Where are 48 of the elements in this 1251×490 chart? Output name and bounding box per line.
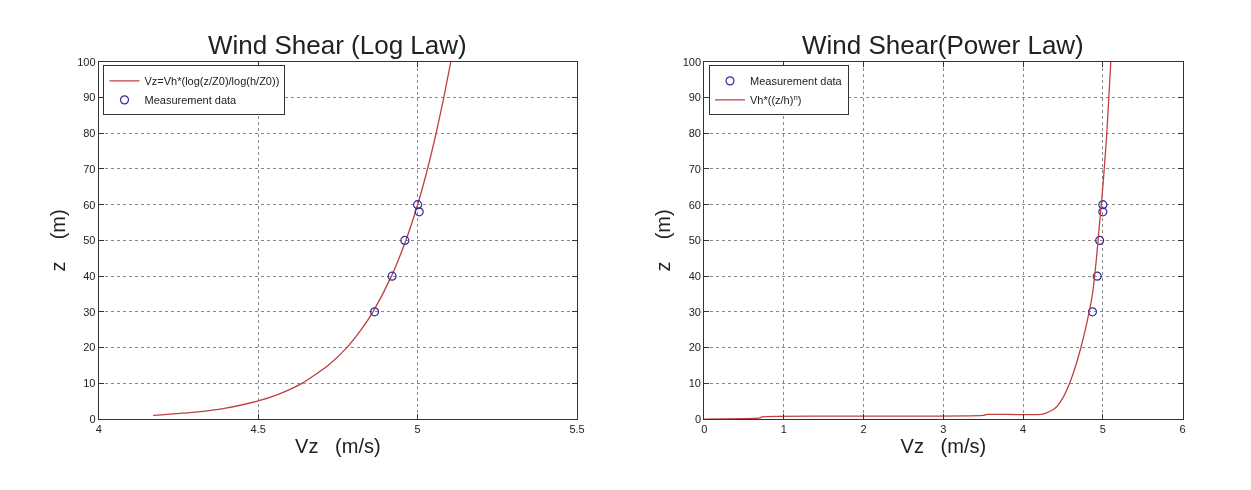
x-tick-label: 3: [940, 423, 947, 436]
point: [387, 271, 397, 281]
x-axis-title: Vz (m/s): [295, 434, 381, 457]
x-tick-label: 4: [95, 423, 102, 436]
y-tick-label: 40: [83, 269, 96, 282]
x-tick-label: 6: [1179, 423, 1186, 436]
y-tick-label: 40: [688, 269, 702, 282]
point: [413, 200, 423, 210]
y-tick-label: 30: [688, 305, 702, 318]
x-tick-label: 2: [860, 423, 867, 436]
y-tick-label: 80: [688, 127, 702, 140]
y-tick-label: 10: [688, 377, 702, 390]
y-tick-label: 10: [83, 377, 96, 390]
x-tick-label: 4: [1020, 423, 1027, 436]
x-tick-label: 5: [414, 423, 421, 436]
x-axis-title: Vz (m/s): [900, 435, 987, 458]
y-tick-label: 20: [688, 341, 702, 354]
legend-label: Vz=Vh*(log(z/Z0)/log(h/Z0)): [144, 75, 280, 88]
y-axis-title: z (m): [46, 209, 69, 272]
legend-label: Measurement data: [750, 75, 843, 88]
y-tick-label: 0: [89, 412, 96, 425]
y-tick-label: 0: [694, 412, 702, 425]
y-tick-label: 60: [688, 198, 702, 211]
y-tick-label: 80: [83, 127, 96, 140]
x-tick-label: 1: [780, 423, 787, 436]
point: [414, 207, 424, 217]
y-tick-label: 20: [83, 341, 96, 354]
y-tick-label: 50: [688, 234, 702, 247]
point: [400, 235, 410, 246]
y-tick-label: 70: [688, 162, 702, 175]
chart-title: Wind Shear (Log Law): [208, 30, 467, 60]
y-tick-label: 100: [682, 55, 702, 68]
y-tick-label: 30: [83, 305, 96, 318]
x-tick-label: 5.5: [569, 423, 585, 436]
y-tick-label: 50: [83, 234, 96, 247]
y-axis-title: z (m): [652, 209, 675, 272]
legend-label: Vh*((z/h)$^{n}$): [750, 92, 802, 107]
point: [369, 307, 380, 317]
y-tick-label: 100: [77, 55, 96, 68]
y-tick-label: 90: [688, 91, 702, 104]
x-tick-label: 5: [1099, 423, 1106, 436]
chart-title: Wind Shear(Power Law): [802, 30, 1084, 60]
y-tick-label: 60: [83, 198, 96, 211]
legend-label: Measurement data: [144, 94, 238, 107]
y-tick-label: 90: [83, 91, 96, 104]
x-tick-label: 4.5: [250, 423, 266, 436]
y-tick-label: 70: [83, 162, 96, 175]
line-series: [704, 61, 1112, 420]
